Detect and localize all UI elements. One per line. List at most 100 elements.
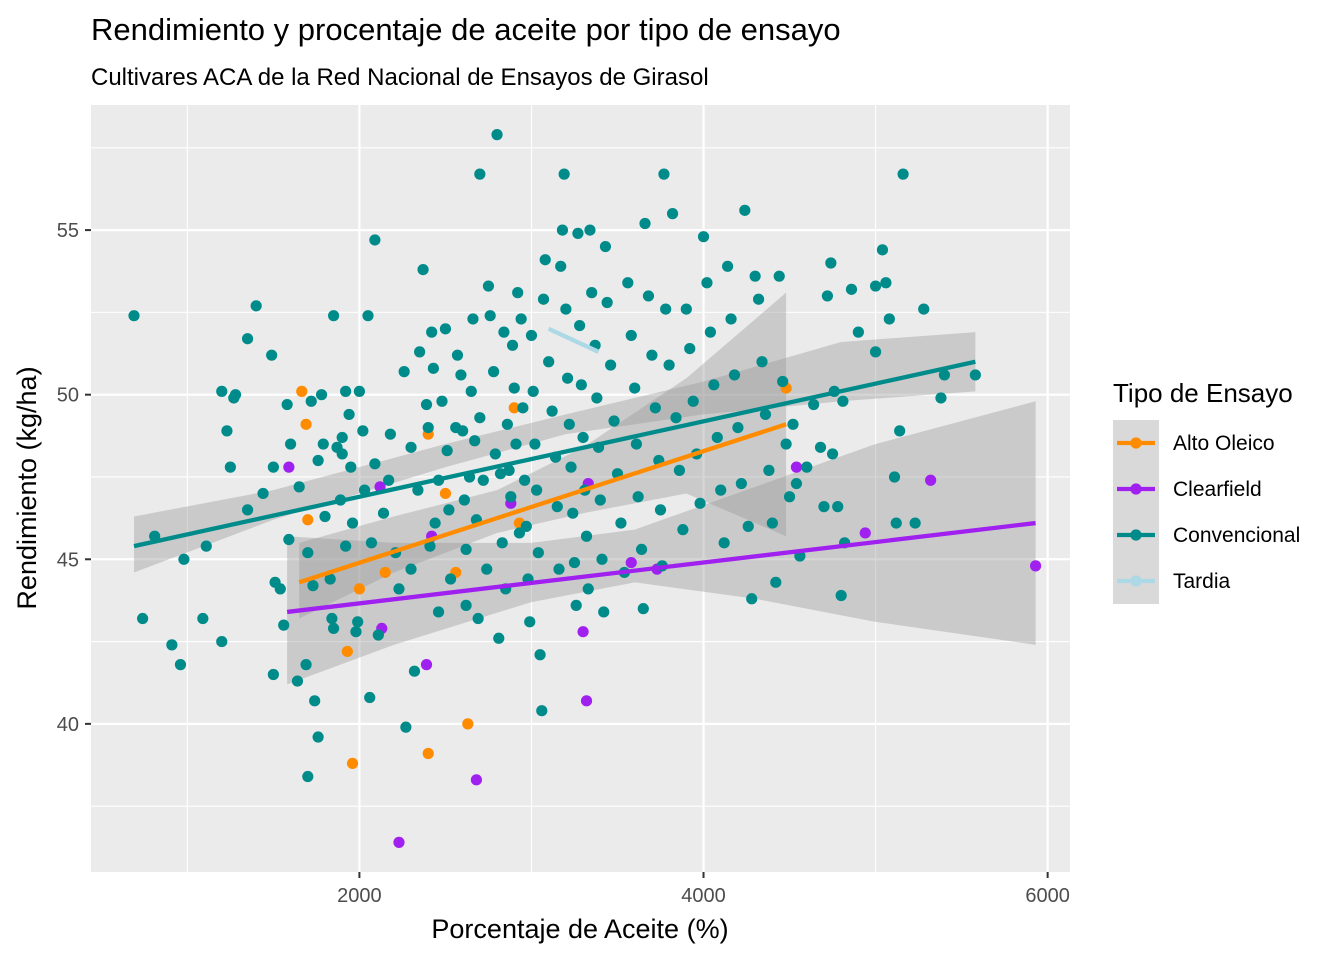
data-point xyxy=(572,227,584,239)
data-point xyxy=(241,333,254,345)
data-point xyxy=(969,369,981,381)
y-axis: 40 45 50 55 xyxy=(57,220,91,736)
data-point xyxy=(837,395,849,407)
data-point xyxy=(687,395,699,407)
data-point xyxy=(577,626,589,638)
data-point xyxy=(326,612,338,625)
data-point xyxy=(749,270,761,282)
data-point xyxy=(451,349,464,361)
data-point xyxy=(582,583,594,595)
data-point xyxy=(680,303,692,315)
data-point xyxy=(467,313,479,325)
data-point xyxy=(216,385,228,397)
legend-key-point xyxy=(1130,575,1142,587)
data-point xyxy=(383,474,395,486)
legend-key-point xyxy=(1130,529,1142,541)
data-point xyxy=(746,593,758,605)
data-point xyxy=(224,461,236,473)
data-point xyxy=(935,392,947,404)
data-point xyxy=(660,303,672,315)
data-point xyxy=(649,402,661,414)
legend-items: Alto Oleico Clearfield Convencional Tardia xyxy=(1113,420,1300,604)
data-point xyxy=(658,168,670,180)
data-point xyxy=(429,517,441,529)
data-point xyxy=(725,313,737,325)
data-point xyxy=(460,543,472,555)
data-point xyxy=(474,412,486,424)
data-point xyxy=(340,540,352,552)
data-point xyxy=(379,566,391,579)
data-point xyxy=(432,606,445,618)
data-point xyxy=(470,774,483,786)
data-point xyxy=(250,300,262,312)
data-point xyxy=(845,283,858,295)
data-point xyxy=(174,659,187,671)
data-point xyxy=(369,234,381,246)
data-point xyxy=(377,507,390,519)
data-point xyxy=(520,520,532,532)
data-point xyxy=(343,408,355,421)
data-point xyxy=(704,326,717,338)
trend-line xyxy=(286,520,1036,615)
data-point xyxy=(531,484,543,496)
data-point xyxy=(814,441,827,453)
data-point xyxy=(852,326,864,338)
data-point xyxy=(525,329,538,342)
data-point xyxy=(555,260,567,272)
data-point xyxy=(439,487,452,500)
data-point xyxy=(340,385,352,397)
data-point xyxy=(883,313,895,325)
data-point xyxy=(551,501,563,513)
data-point xyxy=(465,385,477,397)
data-point xyxy=(625,556,637,569)
trend-line xyxy=(298,422,787,585)
data-point xyxy=(412,484,424,496)
data-point xyxy=(596,553,608,565)
data-point xyxy=(408,665,421,677)
data-point xyxy=(296,385,308,397)
data-point xyxy=(493,632,505,644)
data-point xyxy=(835,589,847,602)
data-point xyxy=(458,494,470,506)
data-point xyxy=(825,257,837,269)
data-point xyxy=(362,310,374,322)
legend-key-point xyxy=(1130,483,1142,495)
data-point xyxy=(605,359,617,371)
data-point xyxy=(580,530,593,542)
data-point xyxy=(575,379,587,391)
data-point xyxy=(752,293,765,305)
data-point xyxy=(302,770,314,783)
data-point xyxy=(642,290,655,302)
confidence-band xyxy=(134,332,976,573)
data-point xyxy=(715,484,727,496)
data-point xyxy=(494,468,507,480)
data-point xyxy=(630,438,643,450)
data-point xyxy=(346,757,359,769)
data-point xyxy=(469,435,481,447)
y-tick-label: 50 xyxy=(57,385,79,407)
data-point xyxy=(594,494,606,506)
data-point xyxy=(673,464,686,476)
data-point xyxy=(216,635,228,648)
data-point xyxy=(773,270,785,282)
data-point xyxy=(426,326,438,338)
data-point xyxy=(489,448,501,460)
data-point xyxy=(327,310,340,322)
data-point xyxy=(384,428,396,440)
data-point xyxy=(558,168,570,180)
data-point xyxy=(777,375,789,388)
data-point xyxy=(637,603,649,615)
data-point xyxy=(441,445,453,457)
data-point xyxy=(477,474,489,486)
confidence-band xyxy=(287,401,1036,685)
data-point xyxy=(241,504,254,516)
data-point xyxy=(859,527,871,539)
data-point xyxy=(728,369,741,381)
data-point xyxy=(305,395,317,407)
y-axis-label: Rendimiento (kg/ha) xyxy=(12,366,42,609)
data-point xyxy=(539,254,551,266)
data-point xyxy=(890,517,902,529)
data-point xyxy=(938,369,950,381)
data-point xyxy=(684,342,696,355)
data-point xyxy=(352,616,364,628)
